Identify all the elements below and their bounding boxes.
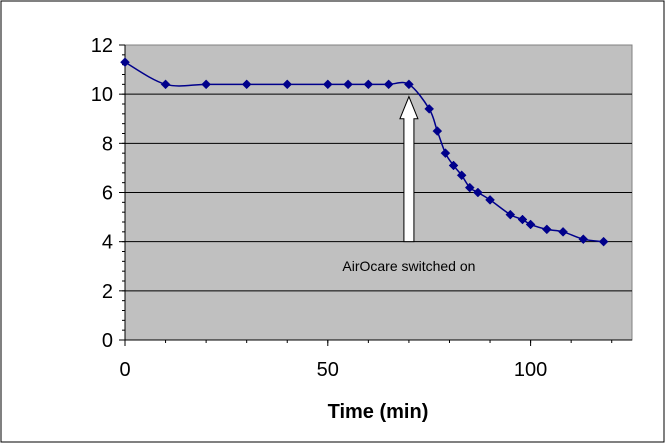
y-tick-label: 2 [102, 281, 113, 303]
data-point [120, 57, 130, 68]
data-point [322, 79, 333, 90]
annotation-text: AirOcare switched on [342, 258, 475, 274]
data-point [448, 160, 459, 171]
data-point [541, 224, 552, 235]
data-point [343, 79, 353, 90]
data-point [464, 182, 475, 193]
data-point [505, 209, 516, 220]
data-point [383, 79, 394, 90]
x-axis-ticks: 0 50 100 [119, 340, 613, 381]
y-tick-label: 0 [102, 330, 113, 352]
data-point [363, 79, 374, 90]
data-point [578, 234, 589, 245]
data-point [201, 79, 211, 90]
y-tick-label: 4 [102, 232, 113, 254]
data-point [473, 187, 483, 198]
x-axis-title: Time (min) [328, 401, 429, 423]
annotation-arrow [399, 95, 419, 243]
y-tick-label: 6 [102, 183, 113, 205]
y-tick-label: 10 [91, 84, 113, 106]
annotation: AirOcare switched on [342, 95, 475, 274]
x-tick-label: 100 [514, 359, 547, 381]
data-point [160, 79, 171, 90]
data-point [485, 195, 495, 205]
data-point [598, 236, 609, 247]
data-series [120, 57, 609, 247]
x-tick-label: 0 [119, 359, 130, 381]
y-tick-label: 12 [91, 35, 113, 57]
data-point [241, 79, 252, 90]
data-point [432, 126, 443, 136]
data-point [404, 79, 414, 90]
data-point [517, 214, 528, 225]
data-point [282, 79, 293, 90]
data-point [525, 219, 536, 230]
y-axis-ticks: 0 2 4 6 8 10 12 [91, 35, 125, 352]
gridlines [125, 93, 632, 292]
data-point [440, 148, 451, 159]
y-tick-label: 8 [102, 133, 113, 155]
data-point [424, 104, 435, 114]
data-point [558, 226, 568, 237]
data-point [456, 170, 467, 181]
x-tick-label: 50 [317, 359, 339, 381]
